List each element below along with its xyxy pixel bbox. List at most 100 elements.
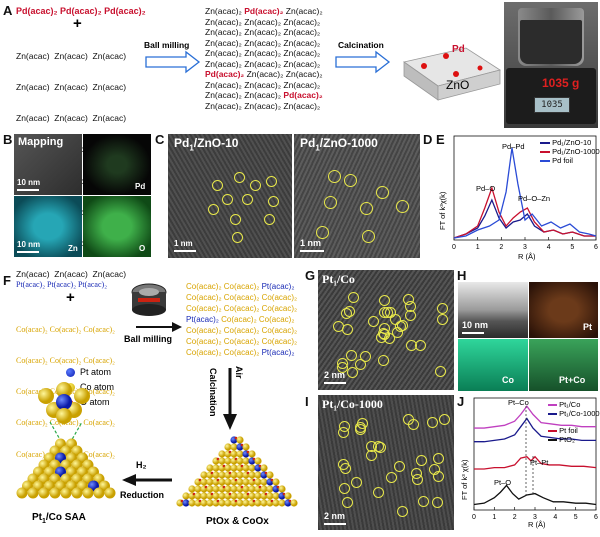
powder <box>520 20 582 64</box>
atom <box>278 485 286 493</box>
single-atom-marker <box>379 295 391 307</box>
x-tick-label: 0 <box>472 514 476 521</box>
scale-bar <box>324 523 346 525</box>
single-atom-marker <box>355 424 367 436</box>
reduction-label: Reduction <box>120 490 164 500</box>
atom <box>224 499 232 507</box>
panel-j-label: J <box>457 394 465 409</box>
single-atom-marker <box>381 306 393 318</box>
ball-milling-label-f: Ball milling <box>124 334 173 344</box>
atom <box>74 388 90 404</box>
atom <box>218 492 226 500</box>
mass-label: 1035 g <box>542 76 580 90</box>
panel-f-label: F <box>3 273 11 288</box>
single-atom-marker <box>340 462 352 474</box>
single-atom-marker <box>402 413 414 425</box>
plus-sign-f: + <box>66 289 75 306</box>
single-atom-marker <box>396 320 408 332</box>
o-atom <box>240 443 244 447</box>
atom <box>182 492 190 500</box>
atom <box>16 487 28 499</box>
atom <box>272 478 280 486</box>
o-atom <box>234 478 238 482</box>
o-atom <box>276 485 280 489</box>
single-atom-marker <box>396 505 408 517</box>
x-tick-label: 1 <box>476 244 480 251</box>
o-atom <box>258 464 262 468</box>
series-line-1 <box>453 185 596 239</box>
atom <box>236 471 244 479</box>
atom <box>206 485 214 493</box>
chart-j-annot-pto: Pt–O <box>494 478 512 487</box>
scale-label: 10 nm <box>17 240 41 249</box>
atom <box>56 408 72 424</box>
mapping-h-haadf: 10 nm <box>458 282 528 338</box>
single-atom-marker <box>435 365 447 377</box>
x-tick-label: 5 <box>570 244 574 251</box>
series-line-1 <box>474 417 596 443</box>
single-atom-marker <box>379 323 391 335</box>
single-atom-marker <box>426 417 438 429</box>
atom <box>284 492 292 500</box>
zn-element-label: Zn <box>68 244 78 253</box>
panel-c-title: Pd1/ZnO-10 <box>174 136 239 153</box>
balance <box>506 68 596 124</box>
scale-label: 1 nm <box>174 239 193 248</box>
atom <box>242 464 250 472</box>
panel-i-label: I <box>305 394 309 409</box>
pd-site-label: Pd <box>452 44 465 55</box>
o-atom <box>246 492 250 496</box>
o-atom <box>228 492 232 496</box>
x-tick-label: 3 <box>533 514 537 521</box>
x-tick-label: 4 <box>553 514 557 521</box>
chart-e-annot-pdpd: Pd–Pd <box>502 142 525 151</box>
single-atom-marker <box>417 496 429 508</box>
single-atom-marker <box>412 473 424 485</box>
mapping-h-co: Co <box>458 339 528 391</box>
oxide-label: PtOx & CoOx <box>206 516 269 527</box>
atom <box>266 471 274 479</box>
chart-j-legend-2: Pt₁/Co-1000 <box>548 409 600 418</box>
panel-a-precursors: Pd(acac)₂ Pd(acac)₂ Pd(acac)₂ + Zn(acac)… <box>16 6 146 279</box>
single-atom-marker <box>432 452 444 464</box>
single-atom-marker <box>393 461 405 473</box>
atom <box>38 388 54 404</box>
atom <box>248 485 256 493</box>
single-atom-marker <box>390 314 402 326</box>
ball-mill-jar <box>128 280 170 320</box>
single-atom-marker <box>404 310 416 322</box>
series-line-2 <box>474 455 597 470</box>
atom <box>290 499 298 507</box>
o-atom <box>204 485 208 489</box>
atom <box>272 499 280 507</box>
panel-d-title: Pd1/ZnO-1000 <box>300 136 378 153</box>
pt-atom-label: Pt atom <box>80 367 112 377</box>
atom <box>224 443 232 451</box>
atom <box>260 499 268 507</box>
x-tick-label: 5 <box>574 514 578 521</box>
single-atom-marker <box>405 339 417 351</box>
atom <box>188 499 196 507</box>
atom <box>200 471 208 479</box>
series-line-2 <box>453 147 597 239</box>
atom <box>260 485 268 493</box>
scale-bar <box>174 250 196 252</box>
panel-g-title: Pt₁/Co <box>322 272 355 286</box>
zno-slab: Pd ZnO <box>394 40 502 106</box>
single-atom-marker <box>339 483 351 495</box>
chart-j-legend-3: Pt foil <box>548 426 578 435</box>
single-atom-marker <box>436 303 448 315</box>
calcination-arrow <box>335 50 391 74</box>
atom <box>254 471 262 479</box>
pt-acac-row: Pt(acac)₂ Pt(acac)₂ Pt(acac)₂ <box>16 280 107 289</box>
atom <box>194 492 202 500</box>
atom <box>260 464 268 472</box>
pd-element-label: Pd <box>135 182 146 191</box>
atom <box>254 492 262 500</box>
haadf-pd-zno-1000: Pd1/ZnO-1000 1 nm <box>294 134 420 258</box>
single-atom-marker <box>341 497 353 509</box>
atom <box>206 478 214 486</box>
x-tick-label: 4 <box>547 244 551 251</box>
scale-label: 2 nm <box>324 370 346 380</box>
single-atom-marker <box>372 487 384 499</box>
